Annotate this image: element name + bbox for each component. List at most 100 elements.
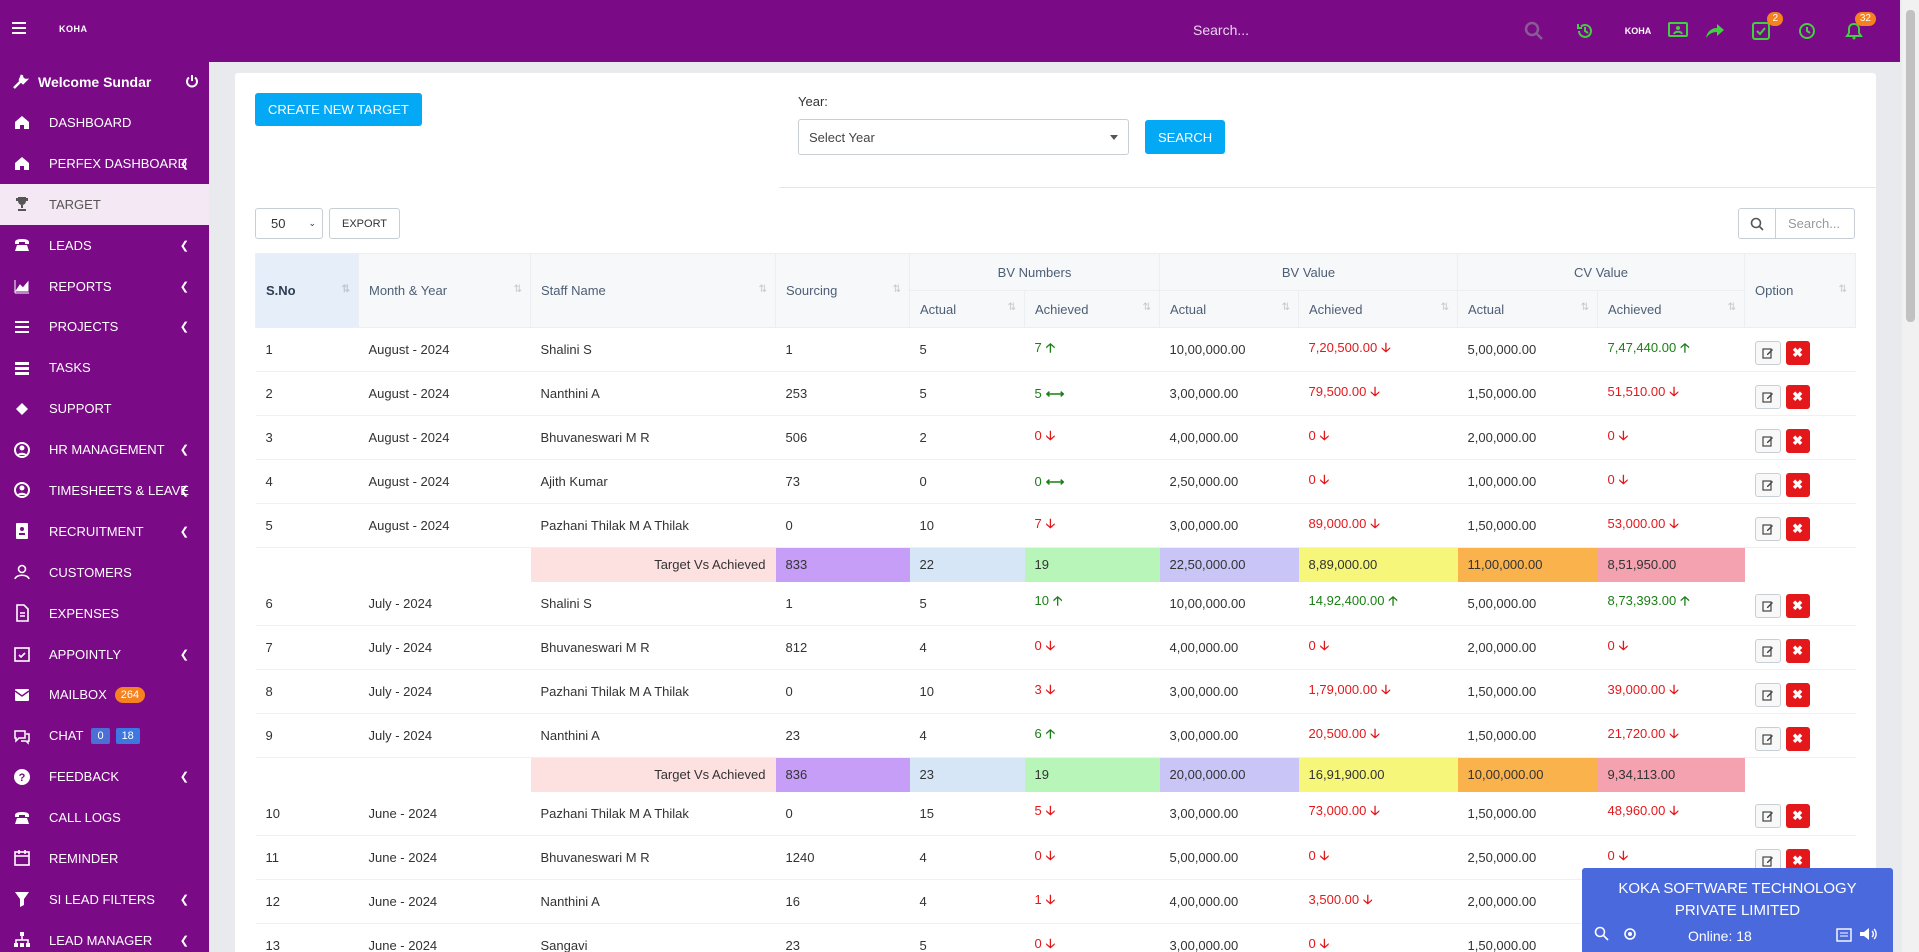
bvn-achieved-value: 10 xyxy=(1034,593,1049,609)
delete-icon[interactable]: ✖ xyxy=(1785,726,1810,751)
sidebar-item-hr-management[interactable]: HR MANAGEMENT ❮ xyxy=(0,429,209,470)
edit-icon[interactable] xyxy=(1754,340,1781,365)
edit-icon[interactable] xyxy=(1754,472,1781,497)
cell-sno: 4 xyxy=(255,459,359,504)
sidebar-item-recruitment[interactable]: RECRUITMENT ❮ xyxy=(0,511,209,552)
chat-widget[interactable]: KOKA SOFTWARE TECHNOLOGY PRIVATE LIMITED… xyxy=(1582,868,1893,952)
col-header-bvn-achieved[interactable]: Achieved ⇅ xyxy=(1023,290,1161,328)
tasks-check-icon[interactable]: 2 xyxy=(1747,12,1783,45)
export-button[interactable]: EXPORT xyxy=(329,208,401,239)
arrow-down-icon: 🡣 xyxy=(1363,891,1373,907)
chat-list-icon[interactable] xyxy=(1836,928,1852,942)
sidebar-item-dashboard[interactable]: DASHBOARD xyxy=(0,102,209,143)
global-search-input[interactable]: Search... xyxy=(1193,22,1250,38)
koha-shortcut-logo[interactable]: KOHA xyxy=(1624,26,1652,36)
summary-bvv-actual: 20,00,000.00 xyxy=(1159,757,1299,792)
delete-icon[interactable]: ✖ xyxy=(1785,638,1810,663)
cell-options: ✖ xyxy=(1744,581,1856,626)
screen-share-icon[interactable] xyxy=(1664,17,1692,45)
clock-icon[interactable] xyxy=(1793,17,1821,45)
sidebar-item-reports[interactable]: REPORTS ❮ xyxy=(0,266,209,307)
delete-icon[interactable]: ✖ xyxy=(1785,516,1810,541)
caret-down-icon xyxy=(1110,135,1118,140)
edit-icon[interactable] xyxy=(1754,804,1781,829)
delete-icon[interactable]: ✖ xyxy=(1785,682,1810,707)
sidebar-item-si-lead-filters[interactable]: SI LEAD FILTERS ❮ xyxy=(0,879,209,920)
search-button[interactable]: SEARCH xyxy=(1145,120,1226,154)
sidebar-item-customers[interactable]: CUSTOMERS xyxy=(0,552,209,593)
edit-icon[interactable] xyxy=(1754,682,1781,707)
sidebar-item-feedback[interactable]: ? FEEDBACK ❮ xyxy=(0,756,209,797)
sidebar-item-support[interactable]: SUPPORT xyxy=(0,388,209,429)
create-new-target-button[interactable]: CREATE NEW TARGET xyxy=(255,93,422,126)
menu-toggle-icon[interactable] xyxy=(12,22,26,37)
col-header-sno[interactable]: S.No ⇅ xyxy=(255,253,359,328)
delete-icon[interactable]: ✖ xyxy=(1785,428,1810,453)
col-header-sourcing[interactable]: Sourcing ⇅ xyxy=(775,253,910,328)
delete-icon[interactable]: ✖ xyxy=(1785,594,1810,619)
sidebar-item-perfex-dashboard[interactable]: PERFEX DASHBOARD ❮ xyxy=(0,143,209,184)
edit-icon[interactable] xyxy=(1754,726,1781,751)
cell-bvn-achieved: 0 🡣 xyxy=(1024,415,1160,460)
summary-bvv-actual: 22,50,000.00 xyxy=(1159,547,1299,582)
delete-icon[interactable]: ✖ xyxy=(1785,472,1810,497)
notification-bell-icon[interactable]: 32 xyxy=(1840,12,1876,45)
sidebar-item-call-logs[interactable]: CALL LOGS xyxy=(0,797,209,838)
chevron-left-icon: ❮ xyxy=(179,893,189,906)
edit-icon[interactable] xyxy=(1754,428,1781,453)
sidebar-item-lead-manager[interactable]: LEAD MANAGER ❮ xyxy=(0,920,209,952)
table-search-input[interactable]: Search... xyxy=(1775,208,1855,239)
page-length-select[interactable]: 50 ⌄ xyxy=(255,208,323,239)
delete-icon[interactable]: ✖ xyxy=(1785,804,1810,829)
col-header-bvv-achieved[interactable]: Achieved ⇅ xyxy=(1298,290,1459,328)
history-icon[interactable] xyxy=(1571,17,1599,45)
chat-settings-gear-icon[interactable] xyxy=(1622,926,1638,942)
cell-month: August - 2024 xyxy=(358,459,531,504)
sidebar-item-tasks[interactable]: TASKS xyxy=(0,347,209,388)
cell-sourcing: 1240 xyxy=(775,835,910,880)
sidebar-welcome[interactable]: Welcome Sundar xyxy=(0,62,209,102)
edit-icon[interactable] xyxy=(1754,516,1781,541)
sidebar-item-target[interactable]: TARGET xyxy=(0,183,209,225)
col-header-bvn-actual[interactable]: Actual ⇅ xyxy=(909,290,1025,328)
bvn-achieved-value: 3 xyxy=(1034,681,1042,697)
page-scrollbar[interactable] xyxy=(1902,0,1919,952)
sidebar-item-label: SUPPORT xyxy=(49,401,112,417)
cell-bvn-achieved: 3 🡣 xyxy=(1024,669,1160,714)
col-header-month[interactable]: Month & Year ⇅ xyxy=(358,253,531,328)
sound-icon[interactable] xyxy=(1858,926,1878,942)
sidebar-item-appointly[interactable]: APPOINTLY ❮ xyxy=(0,634,209,675)
col-header-bvv-actual[interactable]: Actual ⇅ xyxy=(1159,290,1300,328)
chat-search-icon[interactable] xyxy=(1594,926,1610,942)
sidebar-item-leads[interactable]: LEADS ❮ xyxy=(0,225,209,266)
delete-icon[interactable]: ✖ xyxy=(1785,340,1810,365)
share-icon[interactable] xyxy=(1701,17,1729,45)
sidebar-item-reminder[interactable]: REMINDER xyxy=(0,838,209,879)
brand-logo[interactable]: KOHA xyxy=(59,24,88,34)
cell-cv-achieved: 21,720.00 🡣 xyxy=(1597,713,1745,758)
edit-icon[interactable] xyxy=(1754,638,1781,663)
delete-icon[interactable]: ✖ xyxy=(1785,384,1810,409)
sidebar-item-projects[interactable]: PROJECTS ❮ xyxy=(0,306,209,347)
col-header-option[interactable]: Option ⇅ xyxy=(1744,253,1857,328)
sidebar-item-expenses[interactable]: EXPENSES xyxy=(0,593,209,634)
sidebar-item-timesheets-leave[interactable]: TIMESHEETS & LEAVE ❮ xyxy=(0,470,209,511)
search-icon[interactable] xyxy=(1520,17,1548,45)
arrow-down-icon: 🡣 xyxy=(1319,935,1330,951)
sidebar-item-label: MAILBOX xyxy=(49,687,107,703)
calendar-check-icon xyxy=(13,645,31,663)
col-header-staff[interactable]: Staff Name ⇅ xyxy=(530,253,776,328)
edit-icon[interactable] xyxy=(1754,384,1781,409)
col-header-cv-achieved[interactable]: Achieved ⇅ xyxy=(1597,290,1746,328)
edit-icon[interactable] xyxy=(1754,594,1781,619)
svg-text:?: ? xyxy=(19,772,26,784)
cell-cv-actual: 5,00,000.00 xyxy=(1457,327,1598,372)
sidebar-item-chat[interactable]: CHAT 0 18 xyxy=(0,715,209,756)
sidebar-item-mailbox[interactable]: MAILBOX 264 xyxy=(0,674,209,715)
sidebar-item-label: EXPENSES xyxy=(49,605,120,621)
col-header-cv-actual[interactable]: Actual ⇅ xyxy=(1457,290,1599,328)
logout-power-icon[interactable] xyxy=(185,74,199,88)
chevron-left-icon: ❮ xyxy=(179,280,189,293)
sidebar-item-label: PROJECTS xyxy=(49,319,119,335)
year-select[interactable]: Select Year xyxy=(798,119,1129,155)
